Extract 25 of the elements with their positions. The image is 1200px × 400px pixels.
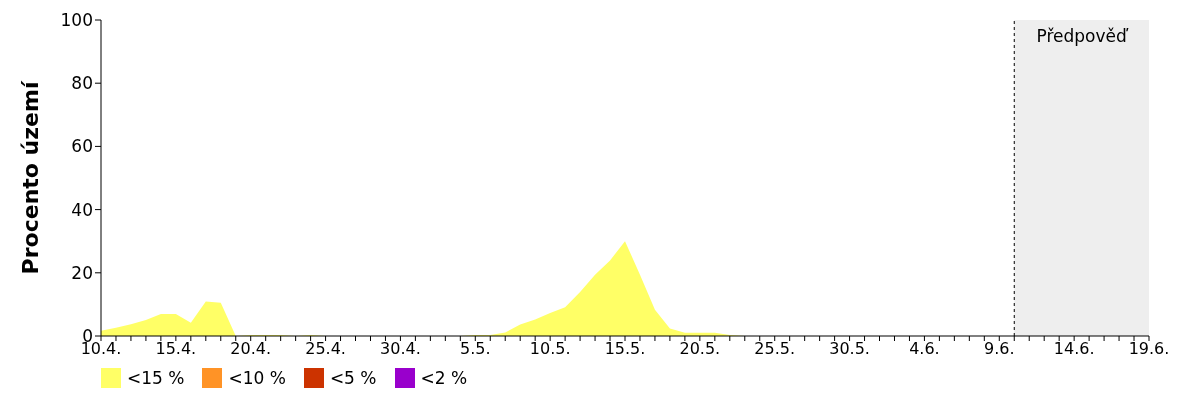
x-tick-label: 9.6. bbox=[984, 339, 1015, 359]
x-tick-label: 25.4. bbox=[305, 339, 346, 359]
x-tick-label: 5.5. bbox=[460, 339, 491, 359]
legend-label: <2 % bbox=[420, 368, 468, 388]
x-tick-label: 20.4. bbox=[230, 339, 272, 359]
x-tick-label: 20.5. bbox=[679, 339, 721, 359]
x-tick-label: 4.6. bbox=[909, 339, 940, 359]
x-tick-label: 14.6. bbox=[1053, 339, 1095, 359]
y-tick-label: 60 bbox=[71, 136, 93, 157]
x-tick-label: 15.4. bbox=[155, 339, 197, 359]
band-label: Předpověď bbox=[1036, 26, 1129, 47]
x-tick-label: 10.5. bbox=[529, 339, 571, 359]
legend-label: <10 % bbox=[228, 368, 286, 388]
x-tick-label: 30.4. bbox=[380, 339, 421, 359]
x-tick-label: 15.5. bbox=[604, 339, 646, 359]
y-tick-label: 40 bbox=[71, 199, 93, 220]
x-tick-label: 19.6. bbox=[1128, 339, 1170, 359]
x-tick-label: 30.5. bbox=[829, 339, 870, 359]
x-tick-label: 25.5. bbox=[754, 339, 796, 359]
y-tick-label: 80 bbox=[71, 73, 93, 94]
legend-label: <5 % bbox=[329, 368, 377, 388]
y-tick-label: 20 bbox=[71, 262, 93, 283]
y-axis-title: Procento území bbox=[17, 80, 43, 275]
legend-label: <15 % bbox=[127, 368, 185, 388]
y-tick-label: 100 bbox=[60, 10, 93, 31]
